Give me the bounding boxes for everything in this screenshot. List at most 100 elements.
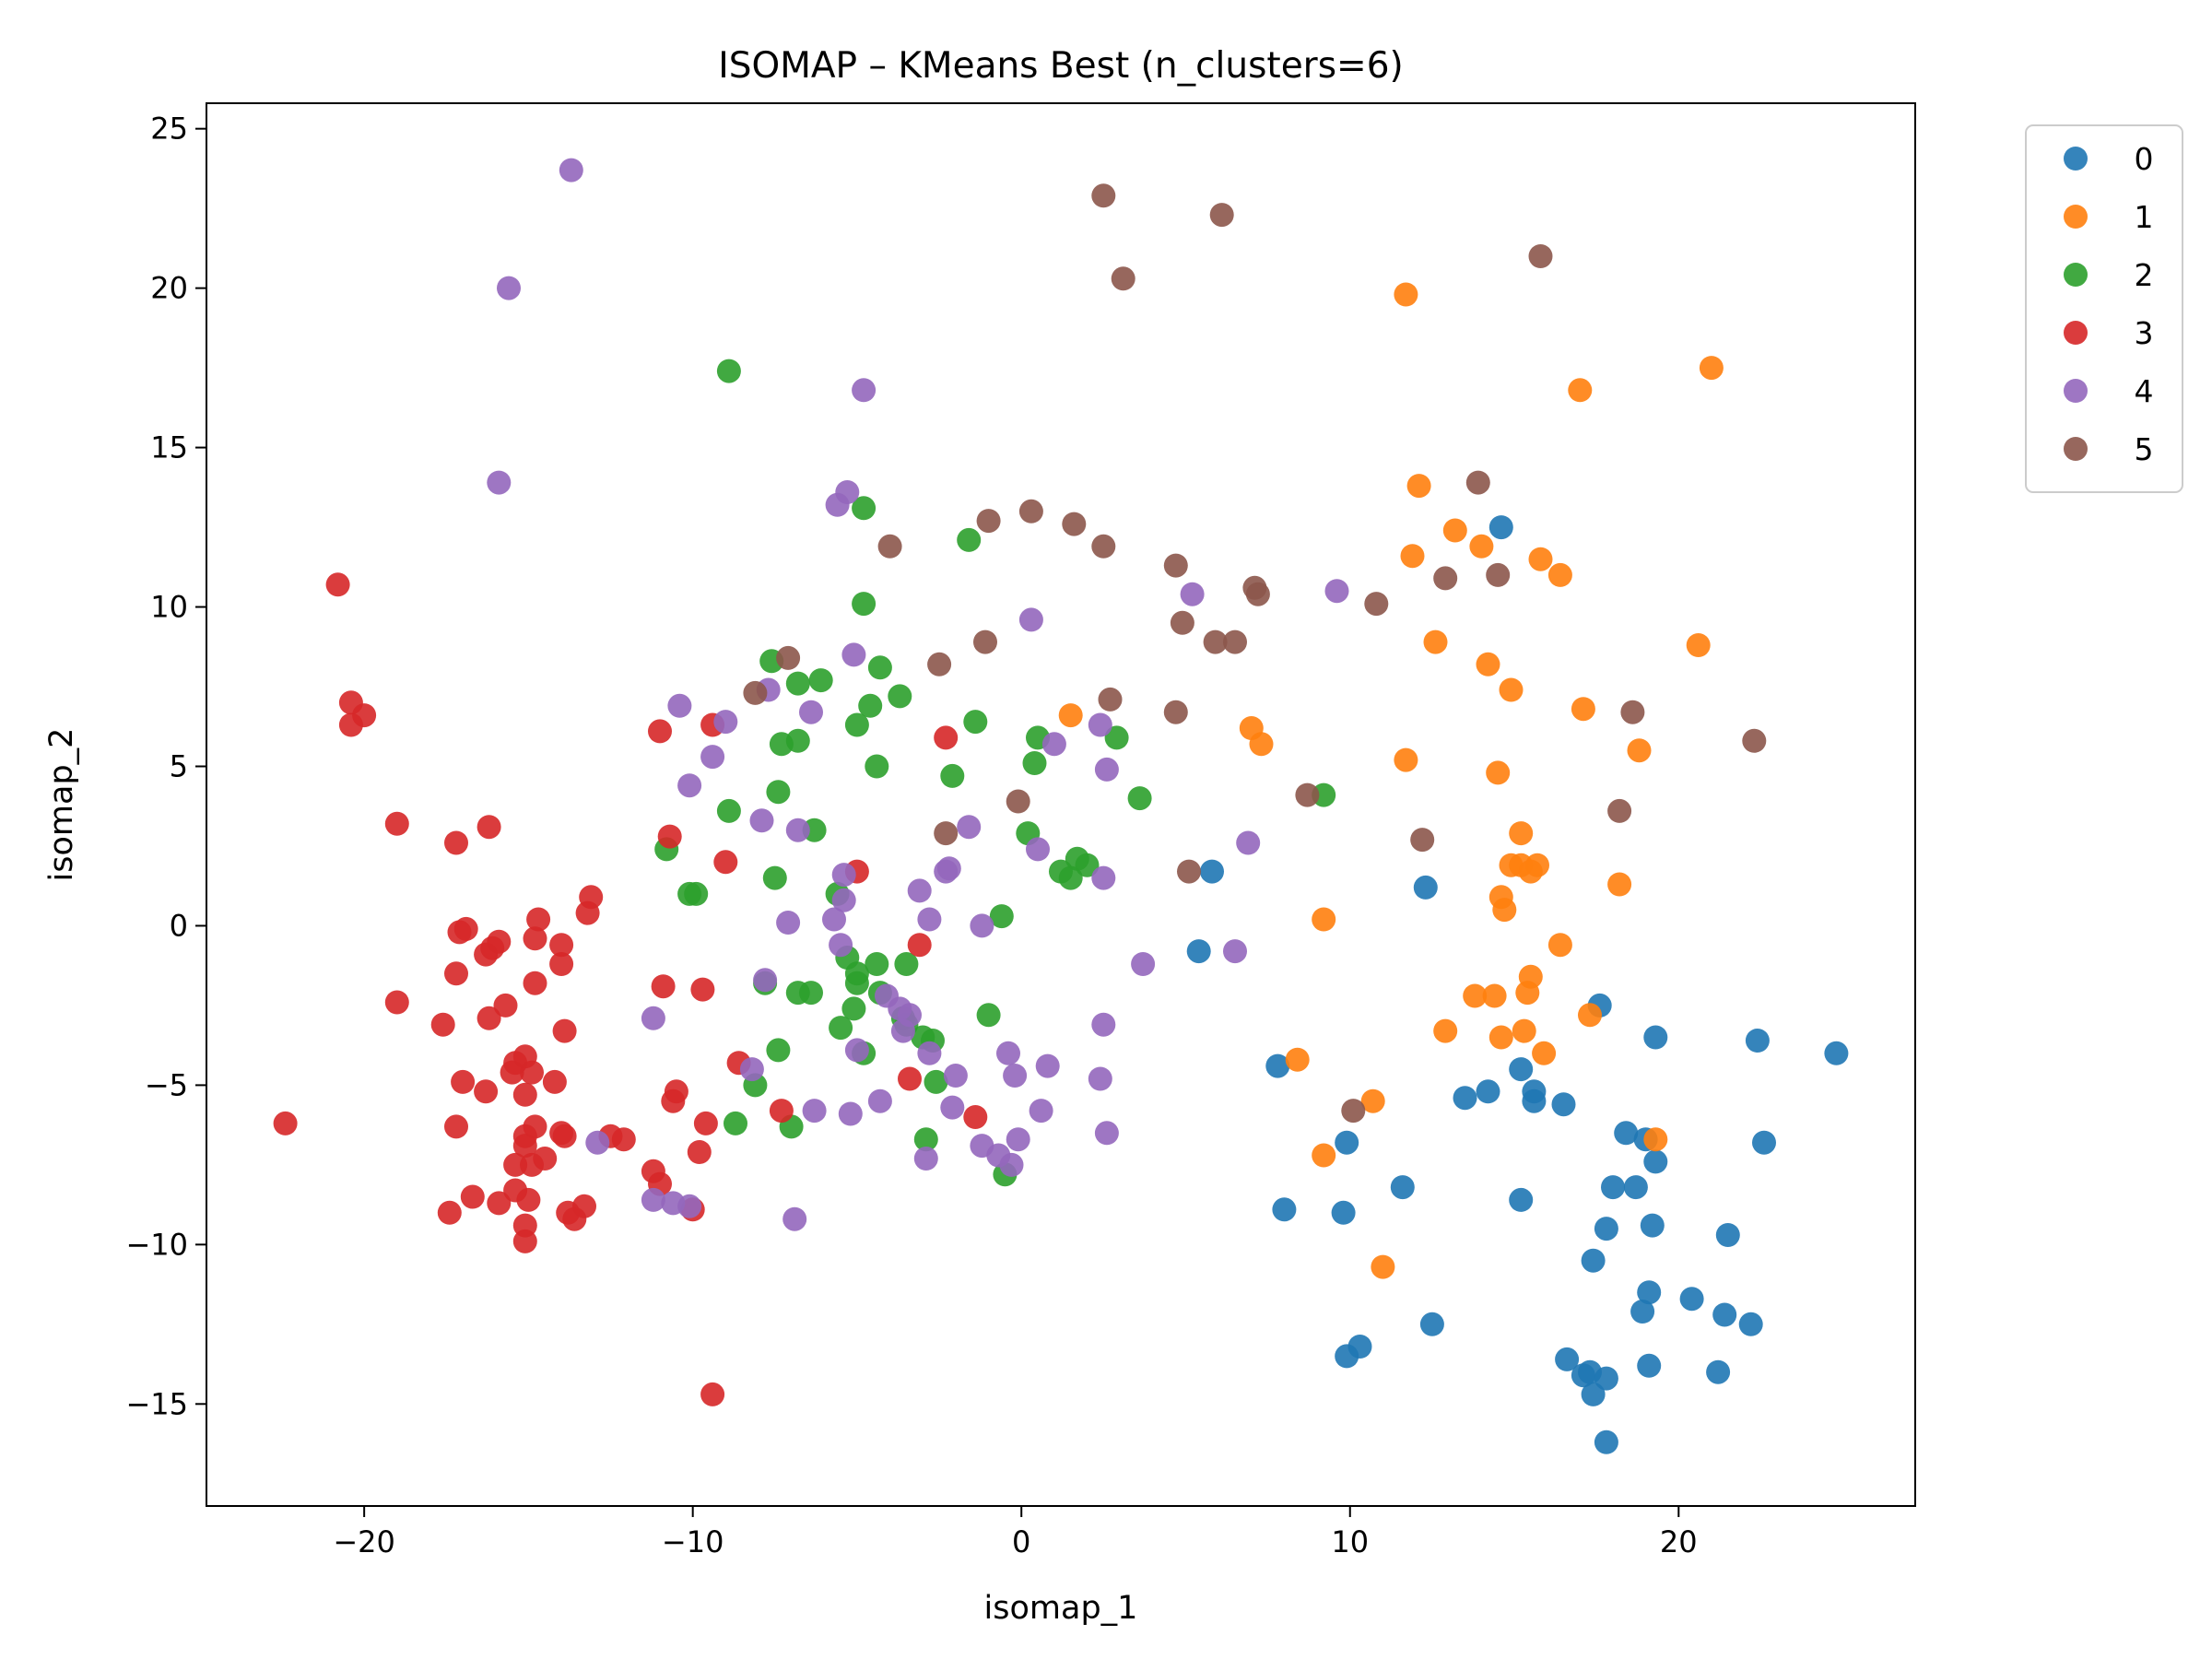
point-cluster-3 [503,1152,528,1177]
point-cluster-4 [831,888,856,912]
point-cluster-3 [552,1124,577,1148]
point-cluster-4 [1088,712,1112,737]
point-cluster-0 [1331,1200,1356,1225]
point-cluster-1 [1547,933,1572,958]
point-cluster-0 [1509,1187,1534,1212]
point-cluster-3 [575,900,600,925]
point-cluster-4 [1041,732,1066,757]
point-cluster-0 [1643,1149,1668,1174]
point-cluster-4 [785,818,810,842]
point-cluster-5 [1062,512,1087,536]
point-cluster-3 [474,1079,499,1104]
point-cluster-4 [1026,837,1050,862]
y-tick-label: 20 [150,271,188,306]
point-cluster-4 [822,907,846,932]
x-tick-label: 0 [1012,1524,1030,1559]
point-cluster-4 [641,1187,665,1212]
point-cluster-4 [917,1041,942,1065]
x-tick-label: −10 [662,1524,724,1559]
point-cluster-3 [474,942,499,967]
point-cluster-3 [437,1200,462,1225]
legend-label-3: 3 [2135,315,2154,351]
point-cluster-3 [444,1114,468,1139]
point-cluster-1 [1285,1047,1310,1072]
legend: 0 1 2 3 4 5 [2025,124,2183,493]
point-cluster-1 [1492,898,1517,923]
point-cluster-3 [693,1111,718,1135]
point-cluster-0 [1419,1312,1444,1336]
point-cluster-5 [976,509,1001,534]
point-cluster-3 [657,824,682,849]
point-cluster-3 [542,1069,567,1094]
point-cluster-3 [500,1060,524,1085]
y-tick-label: 25 [150,112,188,147]
point-cluster-3 [384,811,409,836]
x-tick-label: −20 [333,1524,395,1559]
point-cluster-1 [1406,474,1431,499]
point-cluster-2 [841,996,866,1021]
point-cluster-0 [1706,1359,1731,1384]
point-cluster-0 [1594,1430,1618,1454]
plot-area-frame [206,102,1916,1507]
x-axis: −20 −10 0 10 20 [333,1506,1698,1559]
point-cluster-3 [562,1206,587,1231]
point-cluster-4 [957,815,982,840]
point-cluster-5 [1486,562,1511,587]
point-cluster-0 [1623,1175,1648,1200]
point-cluster-5 [1177,859,1201,884]
point-cluster-5 [973,629,997,654]
point-cluster-1 [1627,738,1652,763]
point-cluster-5 [1607,798,1632,823]
point-cluster-2 [1104,725,1129,750]
point-cluster-4 [1006,1127,1030,1152]
point-cluster-1 [1643,1127,1668,1152]
point-cluster-3 [520,1060,544,1085]
point-cluster-2 [888,684,912,709]
point-cluster-5 [1209,203,1234,228]
point-cluster-0 [1186,939,1211,964]
point-cluster-5 [1364,592,1389,617]
point-cluster-4 [585,1130,610,1155]
point-cluster-3 [526,907,551,932]
point-cluster-2 [913,1127,938,1152]
point-cluster-5 [1528,244,1553,268]
x-tick-label: 20 [1660,1524,1698,1559]
point-cluster-1 [1547,562,1572,587]
point-cluster-3 [549,952,574,976]
point-cluster-1 [1515,981,1540,1006]
legend-label-0: 0 [2135,141,2154,177]
point-cluster-4 [700,745,725,770]
point-cluster-4 [749,808,774,833]
point-cluster-4 [890,1018,915,1043]
point-cluster-4 [487,470,512,495]
point-cluster-3 [447,920,472,945]
point-cluster-3 [700,1382,725,1406]
legend-marker-3 [2064,321,2088,345]
point-cluster-2 [852,496,877,521]
point-cluster-2 [1312,782,1336,807]
legend-marker-5 [2064,437,2088,461]
point-cluster-1 [1433,1018,1458,1043]
point-cluster-4 [1029,1099,1053,1124]
point-cluster-3 [687,1140,712,1164]
point-cluster-2 [762,865,787,890]
point-cluster-4 [943,1064,968,1088]
point-cluster-1 [1512,1018,1536,1043]
point-cluster-5 [1170,610,1194,635]
point-cluster-2 [785,671,810,696]
point-cluster-3 [325,572,350,597]
point-cluster-4 [825,492,850,517]
legend-label-1: 1 [2135,199,2154,235]
point-cluster-4 [776,911,801,935]
point-cluster-3 [523,926,547,951]
point-cluster-3 [611,1127,636,1152]
point-cluster-2 [865,952,889,976]
point-cluster-4 [1180,582,1205,606]
point-cluster-3 [451,1069,476,1094]
point-cluster-0 [1752,1130,1776,1155]
point-cluster-4 [1236,830,1261,855]
point-cluster-5 [1245,582,1270,606]
y-tick-label: −5 [145,1067,188,1102]
